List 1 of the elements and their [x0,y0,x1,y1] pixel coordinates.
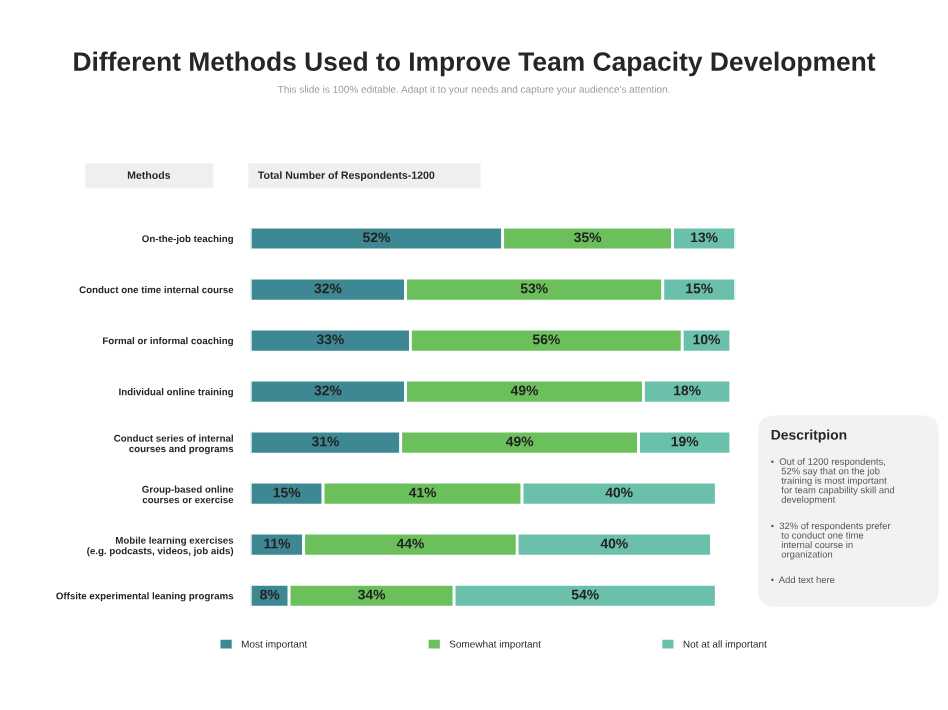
chart-title: Different Methods Used to Improve Team Capacity Development [74,51,876,77]
